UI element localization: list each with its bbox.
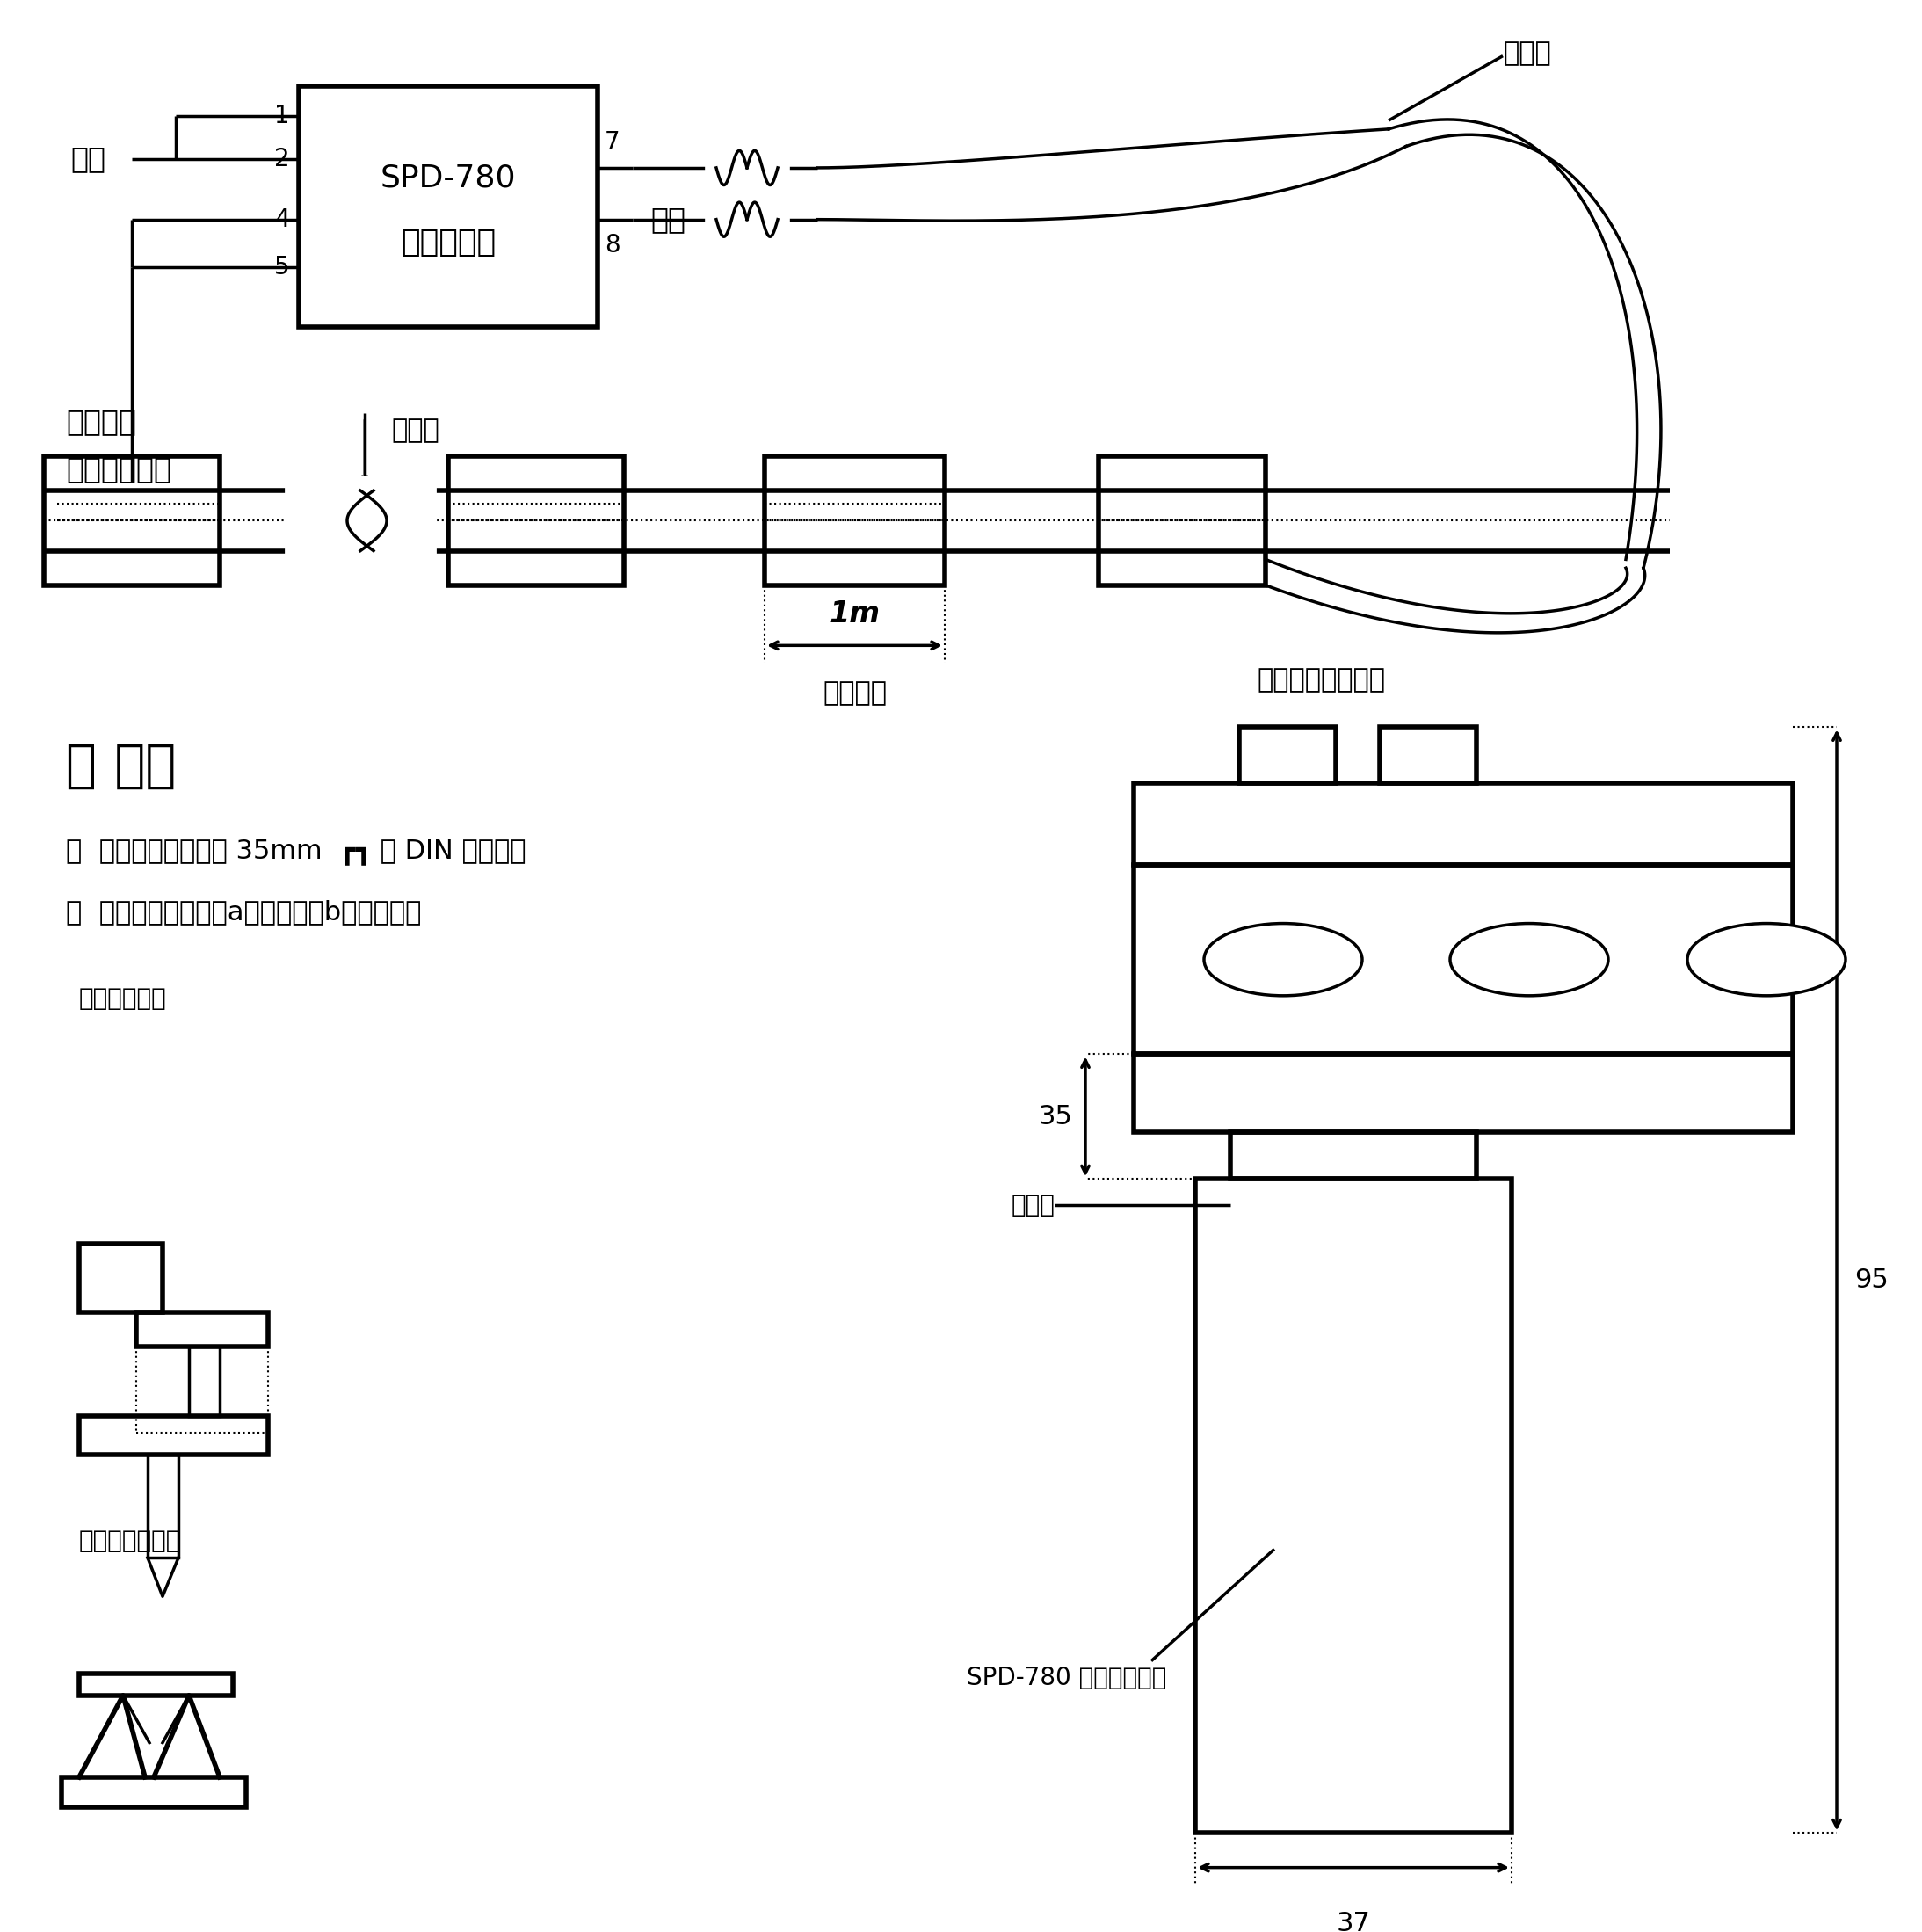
Text: 37: 37 xyxy=(1336,1911,1370,1932)
Text: 导轨槽: 导轨槽 xyxy=(1011,1192,1055,1217)
Text: 适配器安装示意图: 适配器安装示意图 xyxy=(1257,667,1386,694)
Bar xyxy=(1380,726,1476,782)
Text: 信号线: 信号线 xyxy=(1503,41,1551,66)
Bar xyxy=(188,1347,219,1416)
Bar xyxy=(79,1673,233,1696)
Bar xyxy=(79,1244,163,1312)
Ellipse shape xyxy=(1688,923,1845,995)
Text: 双面胶夹示意图: 双面胶夹示意图 xyxy=(79,1528,181,1553)
Bar xyxy=(79,1416,267,1455)
Text: 2: 2 xyxy=(275,147,290,172)
Text: 开关量输入端: 开关量输入端 xyxy=(65,454,171,483)
Text: 安装夹示意图: 安装夹示意图 xyxy=(79,985,167,1010)
Text: 安 装：: 安 装： xyxy=(65,740,177,790)
Text: 检测线: 检测线 xyxy=(390,417,440,442)
Text: 8: 8 xyxy=(605,234,621,257)
Bar xyxy=(1240,726,1336,782)
Ellipse shape xyxy=(1203,923,1363,995)
Bar xyxy=(1134,1055,1793,1132)
Text: 输入: 输入 xyxy=(650,205,686,234)
Bar xyxy=(136,1312,267,1347)
Bar xyxy=(1134,866,1793,1055)
Text: 连接主机: 连接主机 xyxy=(65,408,136,437)
Bar xyxy=(1099,456,1265,585)
Bar xyxy=(448,456,625,585)
Text: 95: 95 xyxy=(1855,1267,1889,1293)
Bar xyxy=(62,1777,246,1806)
Bar xyxy=(1134,782,1793,866)
Bar xyxy=(44,456,219,585)
Text: 1m: 1m xyxy=(828,599,880,628)
Text: 电源: 电源 xyxy=(71,145,106,174)
Text: SPD-780: SPD-780 xyxy=(381,162,517,193)
Text: 4: 4 xyxy=(275,207,290,232)
Bar xyxy=(1230,1132,1476,1179)
Text: 35: 35 xyxy=(1038,1103,1072,1130)
Text: 5: 5 xyxy=(275,255,290,278)
Text: ＞  检测线安装方式：a、安装夹；b、双面胶夹: ＞ 检测线安装方式：a、安装夹；b、双面胶夹 xyxy=(65,900,421,925)
Text: SPD-780 水浸适配器底: SPD-780 水浸适配器底 xyxy=(967,1665,1167,1690)
Text: ＞  适配器固定在标准 35mm  ┏┓ 型 DIN 导轨槽。: ＞ 适配器固定在标准 35mm ┏┓ 型 DIN 导轨槽。 xyxy=(65,838,527,866)
Bar xyxy=(765,456,946,585)
Text: 7: 7 xyxy=(605,129,621,155)
Ellipse shape xyxy=(1449,923,1609,995)
Bar xyxy=(148,1455,179,1557)
Text: 1: 1 xyxy=(275,104,290,129)
Text: 水浸适配器: 水浸适配器 xyxy=(400,228,496,257)
Text: 标准配置: 标准配置 xyxy=(823,680,886,705)
Bar xyxy=(1195,1179,1511,1833)
Bar xyxy=(298,87,598,327)
